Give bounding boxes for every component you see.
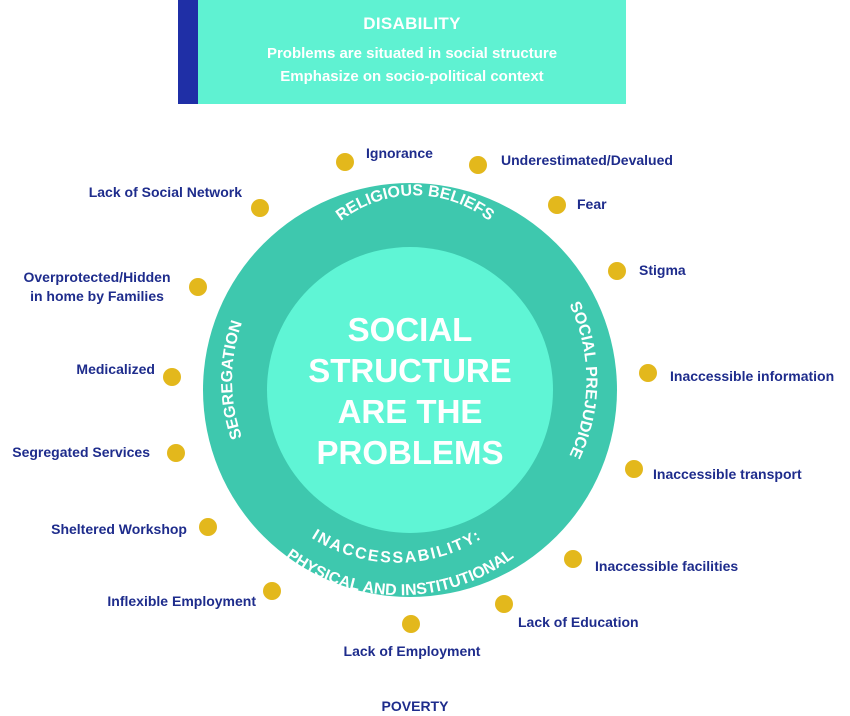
dot-fear	[548, 196, 566, 214]
label-inaccessible-transport: Inaccessible transport	[653, 466, 802, 482]
dot-inaccessible-information	[639, 364, 657, 382]
label-stigma: Stigma	[639, 262, 686, 278]
header-title: DISABILITY	[363, 14, 461, 33]
header-banner: DISABILITY Problems are situated in soci…	[178, 0, 626, 104]
label-poverty: POVERTY	[381, 698, 449, 714]
dot-inaccessible-transport	[625, 460, 643, 478]
dot-underestimated	[469, 156, 487, 174]
dot-inaccessible-facilities	[564, 550, 582, 568]
header-line-1: Problems are situated in social structur…	[266, 45, 558, 62]
dot-stigma	[608, 262, 626, 280]
dot-medicalized	[163, 368, 181, 386]
label-medicalized: Medicalized	[76, 361, 155, 377]
label-segregated-services: Segregated Services	[12, 444, 150, 460]
dot-lack-social-network	[251, 199, 269, 217]
header-line-2: Emphasize on socio-political context	[280, 68, 544, 85]
label-inaccessible-information: Inaccessible information	[670, 368, 835, 384]
dot-ignorance	[336, 153, 354, 171]
label-lack-employment: Lack of Employment	[343, 643, 481, 659]
label-lack-social-network: Lack of Social Network	[88, 184, 242, 200]
label-sheltered-workshop: Sheltered Workshop	[51, 521, 187, 537]
label-overprotected-line-2: in home by Families	[30, 288, 164, 304]
label-inflexible-employment: Inflexible Employment	[107, 593, 256, 609]
label-underestimated: Underestimated/Devalued	[501, 152, 673, 168]
dot-inflexible-employment	[263, 582, 281, 600]
label-fear: Fear	[577, 196, 607, 212]
dot-segregated-services	[167, 444, 185, 462]
center-text-line-1: SOCIAL	[348, 311, 473, 348]
header-accent-bar	[178, 0, 198, 104]
center-text-line-3: ARE THE	[338, 393, 483, 430]
label-inaccessible-facilities: Inaccessible facilities	[595, 558, 739, 574]
center-text-line-4: PROBLEMS	[316, 434, 503, 471]
dot-sheltered-workshop	[199, 518, 217, 536]
label-ignorance: Ignorance	[366, 145, 433, 161]
label-overprotected: Overprotected/Hidden in home by Families	[12, 268, 182, 306]
dot-overprotected	[189, 278, 207, 296]
dot-lack-education	[495, 595, 513, 613]
label-lack-education: Lack of Education	[518, 614, 639, 630]
dot-lack-employment	[402, 615, 420, 633]
center-text-line-2: STRUCTURE	[308, 352, 512, 389]
inner-circle	[267, 247, 553, 533]
label-overprotected-line-1: Overprotected/Hidden	[23, 269, 171, 285]
